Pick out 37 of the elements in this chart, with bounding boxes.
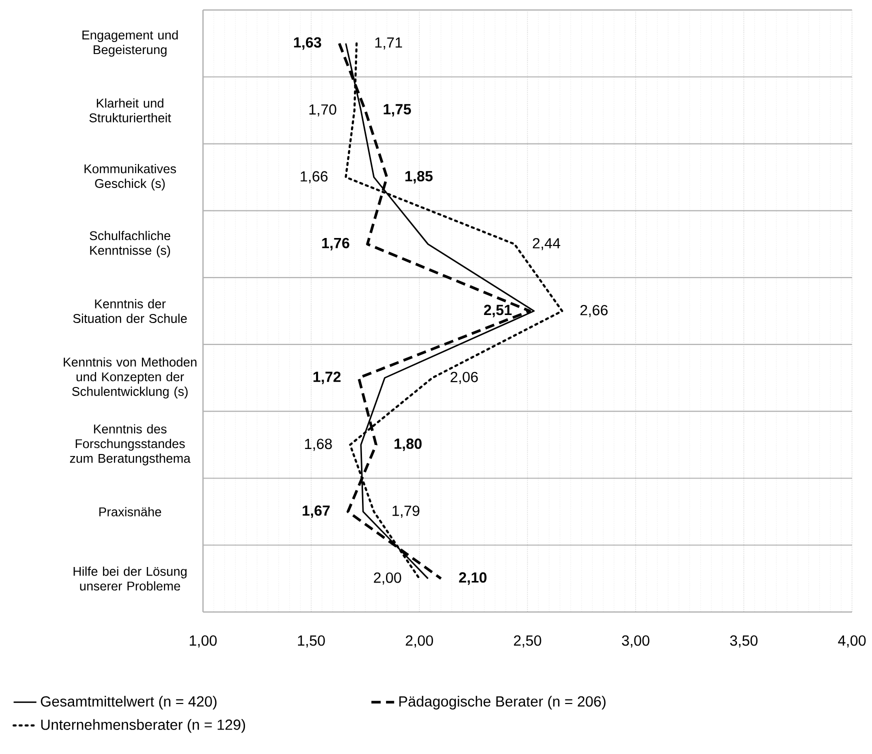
y-tick-label: Schulfachliche Kenntnisse (s): [90, 230, 170, 258]
legend-label: Gesamtmittelwert (n = 420): [40, 696, 216, 710]
x-tick-label: 3,00: [622, 635, 650, 648]
y-tick-label: Hilfe bei der Lösung unserer Probleme: [74, 566, 187, 591]
data-label: 2,44: [532, 238, 560, 250]
data-label: 1,71: [375, 37, 402, 50]
y-tick-label: Kommunikatives Geschick (s): [84, 164, 176, 190]
data-label: 1,67: [302, 505, 330, 518]
data-label: 1,72: [314, 372, 341, 384]
data-label: 1,68: [305, 438, 332, 451]
data-label: 2,06: [450, 372, 478, 384]
y-tick-label: Kenntnis des Forschungsstandes zum Beratungsthema: [70, 424, 191, 466]
data-label: 1,80: [394, 438, 422, 452]
y-tick-label: Praxisnähe: [99, 507, 162, 516]
data-label: 1,76: [322, 238, 350, 250]
data-label: 1,85: [405, 170, 433, 184]
data-label: 2,51: [484, 304, 512, 318]
x-tick-label: 2,50: [514, 635, 542, 648]
data-label: 1,75: [384, 104, 411, 117]
y-tick-label: Klarheit und Strukturiertheit: [89, 98, 172, 122]
x-tick-label: 3,50: [730, 635, 758, 648]
x-tick-label: 1,50: [298, 635, 325, 648]
y-tick-label: Kenntnis der Situation der Schule: [73, 299, 187, 323]
data-label: 2,10: [459, 572, 486, 585]
y-tick-label: Engagement und Begeisterung: [82, 30, 178, 57]
data-label: 2,66: [580, 304, 608, 318]
data-label: 1,63: [294, 37, 322, 50]
x-tick-label: 4,00: [838, 635, 866, 648]
data-label: 1,79: [392, 506, 420, 518]
y-tick-label: Kenntnis von Methoden und Konzepten der Schulentwicklung (s): [64, 357, 196, 398]
legend-label: Unternehmensberater (n = 129): [41, 719, 246, 733]
data-label: 2,00: [374, 572, 402, 585]
data-label: 1,70: [309, 104, 336, 116]
x-tick-label: 1,00: [190, 635, 217, 648]
x-tick-label: 2,00: [406, 635, 434, 648]
legend-label: Pädagogische Berater (n = 206): [399, 696, 606, 710]
data-label: 1,66: [300, 171, 328, 184]
